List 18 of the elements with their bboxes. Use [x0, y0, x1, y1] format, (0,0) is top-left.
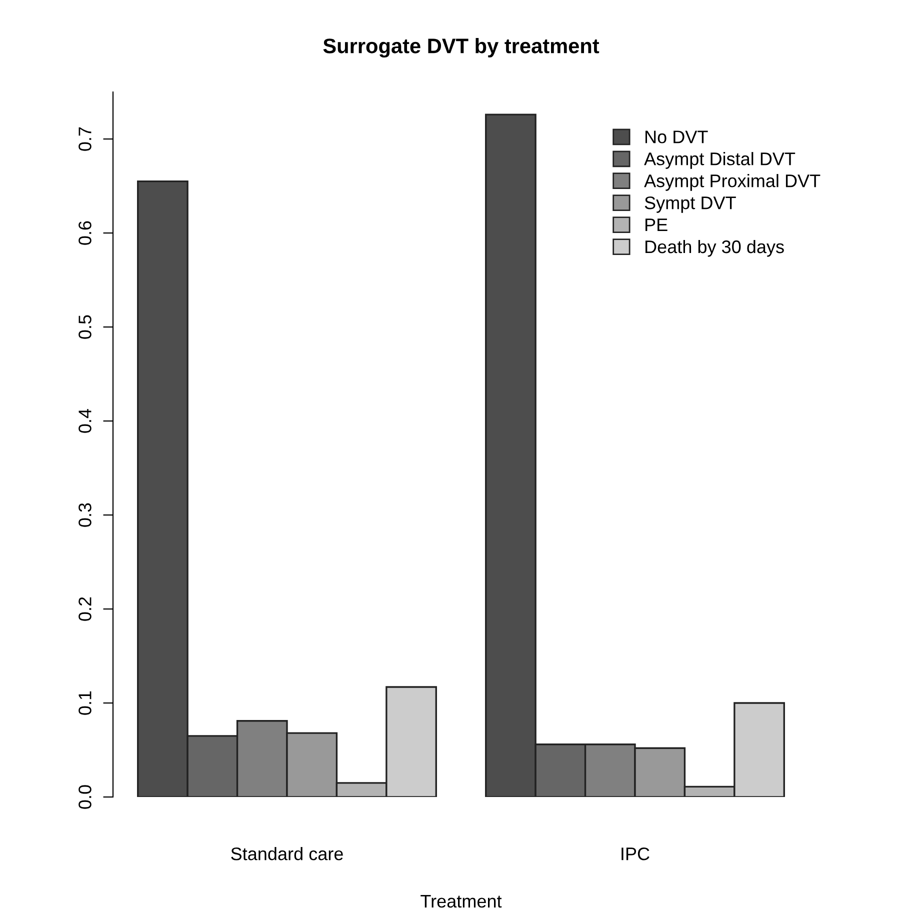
x-tick-label: Standard care: [231, 847, 343, 860]
legend-label: PE: [646, 218, 668, 232]
y-tick-label: 0.4: [78, 408, 92, 433]
y-tick-label: 0.1: [78, 691, 92, 715]
y-tick-label: 0.0: [78, 785, 92, 809]
y-tick-label: 0.3: [78, 503, 92, 527]
legend-label: Asympt Proximal DVT: [644, 174, 820, 191]
y-tick-label: 0.2: [78, 597, 92, 621]
x-tick-label: IPC: [622, 847, 650, 860]
legend-label: No DVT: [646, 130, 708, 144]
legend-label: Death by 30 days: [646, 240, 784, 257]
y-tick-label: 0.7: [78, 127, 92, 151]
x-axis-title: Treatment: [420, 895, 502, 908]
chart-title: Surrogate DVT by treatment: [323, 38, 600, 58]
y-tick-label: 0.5: [78, 315, 92, 339]
y-tick-label: 0.6: [78, 221, 92, 245]
legend-label: Sympt DVT: [644, 196, 736, 213]
legend-label: Asympt Distal DVT: [644, 152, 796, 169]
